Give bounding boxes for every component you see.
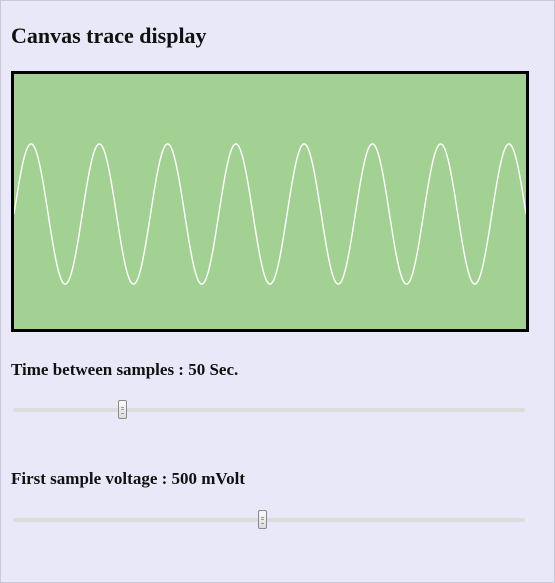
first-sample-voltage-label: First sample voltage : 500 mVolt [11,469,246,488]
trace-plot [14,143,526,285]
slider-track[interactable] [13,518,525,522]
trace-canvas [11,71,529,332]
time-between-samples-label: Time between samples : 50 Sec. [11,360,239,379]
slider-track[interactable] [13,408,525,412]
page-title: Canvas trace display [11,23,207,48]
sine-trace [14,143,526,285]
first-sample-voltage-slider[interactable] [13,510,525,529]
slider-thumb[interactable] [257,510,267,529]
time-between-samples-slider[interactable] [13,400,525,419]
slider-thumb[interactable] [118,400,128,419]
